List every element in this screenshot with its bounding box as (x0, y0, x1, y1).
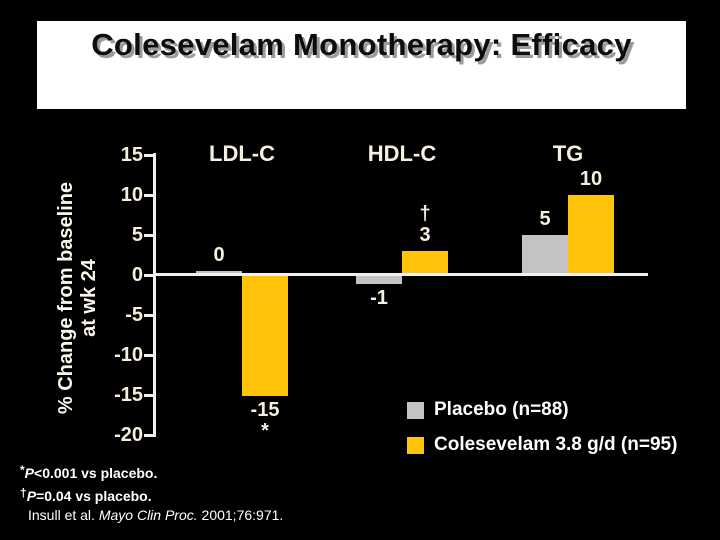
y-tick-label: 15 (120, 144, 143, 166)
category-label: LDL-C (209, 141, 275, 166)
legend-swatch (407, 436, 424, 454)
cit-journal: Mayo Clin Proc. (98, 507, 198, 523)
bar-value-label: 0 (177, 245, 261, 266)
bar-value-label: 5 (503, 209, 587, 230)
legend-item: Colesevelam 3.8 g/d (n=95) (407, 431, 677, 459)
bar-value: -15 (250, 399, 280, 421)
legend-item: Placebo (n=88) (407, 396, 677, 424)
bar (356, 276, 402, 284)
footnote-p: P (26, 488, 37, 504)
y-tick-label: 0 (131, 264, 143, 286)
legend-label: Colesevelam 3.8 g/d (n=95) (434, 434, 678, 455)
bar-value-label: 10 (549, 169, 633, 190)
y-tick (144, 154, 153, 157)
bar-value: -1 (370, 287, 388, 309)
footnotes: *P<0.001 vs placebo. †P=0.04 vs placebo. (20, 460, 157, 506)
zero-baseline (153, 273, 648, 276)
significance-marker: † (419, 203, 431, 225)
bar-value-label: † 3 (383, 204, 467, 246)
y-axis-line (153, 153, 156, 437)
y-tick (144, 274, 153, 277)
y-tick (144, 394, 153, 397)
y-tick-label: 5 (131, 224, 143, 246)
footnote-text: =0.04 vs placebo. (36, 488, 152, 504)
y-tick-label: -20 (114, 424, 143, 446)
cit-prefix: Insull et al. (28, 507, 99, 523)
y-tick (144, 434, 153, 437)
bar-value: 10 (579, 168, 603, 190)
bar-value-label: -15 * (223, 400, 307, 442)
cit-suffix: 2001;76:971. (197, 507, 284, 523)
bar-value-label: -1 (337, 288, 421, 309)
y-axis-label-line: % Change from baseline (55, 181, 77, 415)
y-tick-label: -15 (114, 384, 143, 406)
y-tick-label: -5 (125, 304, 143, 326)
significance-marker: * (261, 420, 269, 442)
legend-label: Placebo (n=88) (434, 399, 569, 420)
y-tick-label: -10 (114, 344, 143, 366)
footnote-marker: † (20, 486, 27, 500)
y-tick (144, 234, 153, 237)
bar (402, 251, 448, 275)
bar (242, 276, 288, 396)
y-tick (144, 194, 153, 197)
bar (568, 195, 614, 275)
footnote-line: †P=0.04 vs placebo. (20, 483, 157, 506)
bar-value: 5 (539, 208, 551, 230)
slide-title: Colesevelam Monotherapy: Efficacy (91, 27, 632, 62)
citation: Insull et al. Mayo Clin Proc. 2001;76:97… (28, 507, 283, 523)
category-label: HDL-C (367, 141, 437, 166)
bar-value: 3 (419, 224, 431, 246)
title-banner: Colesevelam Monotherapy: Efficacy (37, 21, 686, 109)
y-tick (144, 314, 153, 317)
bar-value: 0 (213, 244, 225, 266)
footnote-marker: * (20, 463, 25, 477)
footnote-p: P (24, 465, 35, 481)
legend: Placebo (n=88) Colesevelam 3.8 g/d (n=95) (407, 396, 677, 466)
y-tick (144, 354, 153, 357)
y-tick-label: 10 (120, 184, 143, 206)
bar (522, 235, 568, 275)
legend-swatch (407, 401, 424, 419)
footnote-text: <0.001 vs placebo. (34, 465, 158, 481)
category-label: TG (552, 141, 584, 166)
footnote-line: *P<0.001 vs placebo. (20, 460, 157, 483)
